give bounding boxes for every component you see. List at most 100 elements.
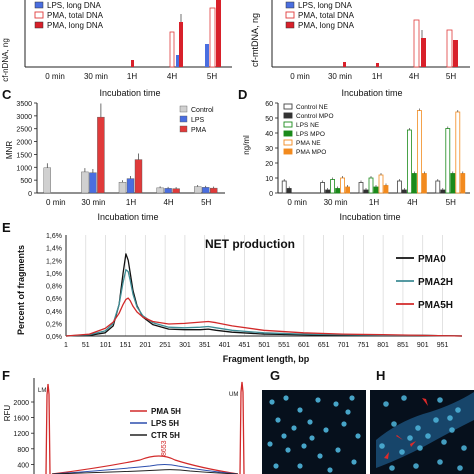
nucleus xyxy=(457,465,463,471)
micrograph-g-nuclei xyxy=(267,395,361,473)
nucleus xyxy=(281,433,287,439)
bar xyxy=(413,19,420,68)
ytick-label: 1600 xyxy=(13,416,29,423)
nucleus xyxy=(335,447,341,453)
bar xyxy=(193,186,202,194)
xtick-label: 401 xyxy=(219,342,231,349)
bar xyxy=(343,62,346,67)
nucleus xyxy=(455,407,461,413)
bar xyxy=(205,44,209,67)
legend-label: PMA xyxy=(191,127,207,134)
bar xyxy=(172,188,180,194)
bar xyxy=(396,180,402,194)
bar xyxy=(435,180,441,194)
micrograph-g xyxy=(262,390,366,474)
panel-a-xtick-4: 5H xyxy=(207,72,217,81)
bar xyxy=(345,186,351,194)
panel-f-peak-label: 8653 xyxy=(161,440,168,456)
xtick-label: 301 xyxy=(179,342,191,349)
panel-c: C MNR 0 500 1000 1500 2000 2500 3000 3500 0 min… xyxy=(2,87,225,222)
panel-f-ylabel: RFU xyxy=(3,405,12,422)
xtick-label: 4H xyxy=(407,198,417,207)
nucleus xyxy=(407,435,413,441)
xtick-label: 801 xyxy=(377,342,389,349)
bar xyxy=(131,60,134,67)
marker-peak-um xyxy=(239,381,245,474)
xtick-label: 51 xyxy=(82,342,90,349)
nucleus xyxy=(309,435,315,441)
nucleus xyxy=(413,463,419,469)
panel-b-xlabel: Incubation time xyxy=(341,88,402,98)
panel-a-legend-1: LPS, long DNA xyxy=(47,1,101,10)
panel-e-letter: E xyxy=(2,220,11,235)
arrow-icon xyxy=(410,441,416,447)
legend-swatch xyxy=(179,125,188,133)
panel-e-legend: PMA0 PMA2H PMA5H xyxy=(396,254,453,311)
legend-label: PMA NE xyxy=(296,140,321,147)
bar xyxy=(89,172,97,194)
legend-label: LPS 5H xyxy=(151,419,179,428)
xtick-label: 851 xyxy=(397,342,409,349)
nucleus xyxy=(283,395,289,401)
nucleus xyxy=(315,397,321,403)
xtick-label: 30 min xyxy=(81,198,105,207)
legend-swatch-lps-long xyxy=(34,1,44,9)
panel-b-xtick-0: 0 min xyxy=(290,72,310,81)
panel-a-legend-3: PMA, long DNA xyxy=(47,21,104,30)
bar xyxy=(81,171,89,194)
panel-c-xticks: 0 min 30 min 1H 4H 5H xyxy=(46,198,212,207)
nucleus xyxy=(461,445,467,451)
marker-peak-lm xyxy=(45,383,51,474)
ytick-label: 2500 xyxy=(16,127,32,134)
panel-f-legend: PMA 5H LPS 5H CTR 5H xyxy=(130,407,181,440)
trace-lps xyxy=(51,464,239,474)
bar xyxy=(43,167,51,194)
legend-label: CTR 5H xyxy=(151,431,180,440)
panel-e-ylabel: Percent of fragments xyxy=(16,245,26,335)
bar xyxy=(453,40,458,67)
bar xyxy=(176,55,179,67)
bar xyxy=(368,177,374,194)
legend-swatch-pma-long xyxy=(34,21,44,29)
bar xyxy=(179,22,183,67)
bar xyxy=(320,182,326,194)
xtick-label: 0 min xyxy=(46,198,66,207)
bar xyxy=(460,173,466,194)
bar xyxy=(358,182,364,194)
bar xyxy=(416,110,422,194)
panel-a-ylabel: cf-nDNA, ng xyxy=(1,38,10,82)
nucleus xyxy=(345,409,351,415)
legend-swatch xyxy=(283,103,293,110)
ytick-label: 400 xyxy=(17,462,29,469)
ytick-label: 1,2% xyxy=(46,258,62,265)
bar xyxy=(406,129,412,194)
bar xyxy=(156,187,164,194)
panel-b-legend-1: LPS, long DNA xyxy=(298,1,352,10)
legend-swatch-lps-long xyxy=(285,1,295,9)
bar xyxy=(134,159,143,194)
panel-f-lm-label: LM xyxy=(38,388,46,394)
bar xyxy=(281,180,287,194)
xtick-label: 5H xyxy=(201,198,211,207)
bar xyxy=(450,173,456,194)
bar xyxy=(340,177,346,194)
arrow-icon xyxy=(422,398,428,406)
bar xyxy=(164,188,172,194)
xtick-label: 701 xyxy=(338,342,350,349)
legend-swatch-pma-total xyxy=(34,11,44,19)
nucleus xyxy=(327,467,333,473)
nucleus xyxy=(391,421,397,427)
series-line xyxy=(65,269,463,337)
panel-f: F RFU 400 800 1200 1600 2000 LM UM 8653 PMA … xyxy=(2,368,245,474)
legend-label: Control NE xyxy=(296,104,328,111)
ytick-label: 0,0% xyxy=(46,334,62,341)
nucleus xyxy=(441,439,447,445)
nucleus xyxy=(301,443,307,449)
micrograph-h-arrows xyxy=(384,398,428,459)
bar xyxy=(445,128,451,194)
nucleus xyxy=(437,459,443,465)
ytick-label: 1,0% xyxy=(46,271,62,278)
ytick-label: 2000 xyxy=(16,140,32,147)
bar xyxy=(330,179,336,194)
